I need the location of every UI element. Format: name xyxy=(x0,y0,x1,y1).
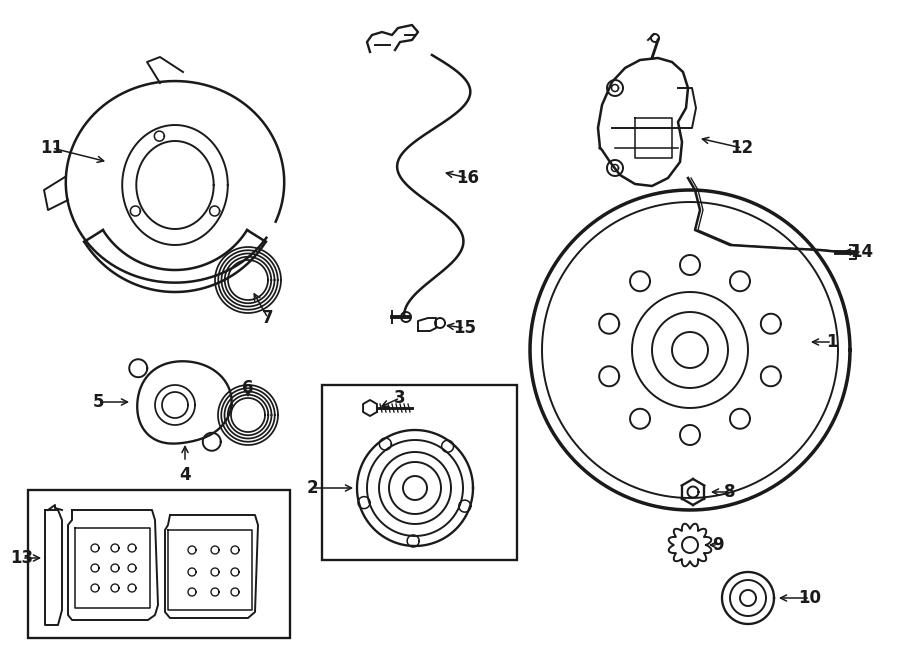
Bar xyxy=(28,490,290,638)
Text: 11: 11 xyxy=(40,139,64,157)
Polygon shape xyxy=(418,318,436,331)
Text: 13: 13 xyxy=(11,549,33,567)
Text: 1: 1 xyxy=(826,333,838,351)
Text: 14: 14 xyxy=(850,243,874,261)
Text: 2: 2 xyxy=(306,479,318,497)
Text: 6: 6 xyxy=(242,379,254,397)
Bar xyxy=(322,385,517,560)
Text: 10: 10 xyxy=(798,589,822,607)
Text: 7: 7 xyxy=(262,309,274,327)
Text: 3: 3 xyxy=(394,389,406,407)
Text: 8: 8 xyxy=(724,483,736,501)
Text: 16: 16 xyxy=(456,169,480,187)
Text: 15: 15 xyxy=(454,319,476,337)
Text: 12: 12 xyxy=(731,139,753,157)
Text: 5: 5 xyxy=(92,393,104,411)
Text: 9: 9 xyxy=(712,536,724,554)
Text: 4: 4 xyxy=(179,466,191,484)
